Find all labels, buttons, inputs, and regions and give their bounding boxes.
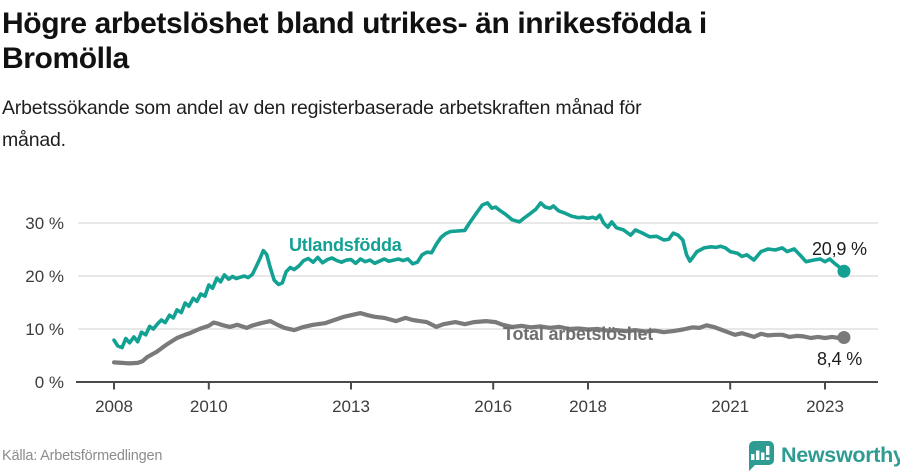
x-tick-label: 2013 xyxy=(332,397,370,416)
series-end-dot xyxy=(837,330,851,344)
series-label-utlandsfodda: Utlandsfödda xyxy=(289,235,402,255)
series-line-total-arbetsl-shet xyxy=(111,311,847,366)
y-tick-label: 10 % xyxy=(25,320,64,339)
chart-subtitle-line2: månad. xyxy=(2,129,66,151)
newsworthy-icon xyxy=(749,441,774,471)
source-note: Källa: Arbetsförmedlingen xyxy=(2,448,163,464)
y-tick-label: 0 % xyxy=(35,373,64,392)
series-label-total-arbetsloshet: Total arbetslöshet xyxy=(503,324,654,344)
newsworthy-logo[interactable]: Newsworthy xyxy=(744,440,900,471)
series-end-dot xyxy=(837,264,851,278)
end-value-label-utlandsfodda: 20,9 % xyxy=(812,239,867,259)
x-tick-label: 2021 xyxy=(711,397,749,416)
chart-subtitle: Arbetssökande som andel av den registerb… xyxy=(2,92,642,156)
x-tick-label: 2008 xyxy=(95,397,133,416)
y-tick-label: 30 % xyxy=(25,214,64,233)
x-tick-label: 2010 xyxy=(190,397,228,416)
page-title: Högre arbetslöshet bland utrikes- än inr… xyxy=(2,6,707,76)
newsworthy-wordmark: Newsworthy xyxy=(781,443,900,467)
page-title-line1: Högre arbetslöshet bland utrikes- än inr… xyxy=(2,7,707,40)
page-title-line2: Bromölla xyxy=(2,42,129,75)
series-line-utlandsf-dda xyxy=(112,201,846,350)
x-tick-label: 2018 xyxy=(569,397,607,416)
chart-subtitle-line1: Arbetssökande som andel av den registerb… xyxy=(2,97,642,119)
end-value-label-total: 8,4 % xyxy=(817,349,863,369)
x-tick-label: 2016 xyxy=(474,397,512,416)
x-tick-label: 2023 xyxy=(806,397,844,416)
y-tick-label: 20 % xyxy=(25,267,64,286)
